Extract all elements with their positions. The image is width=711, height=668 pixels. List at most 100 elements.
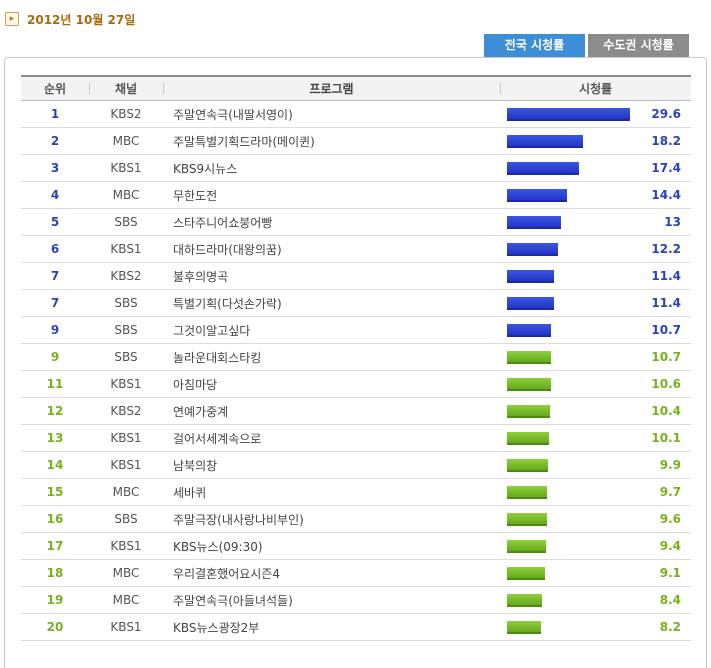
rating-cell: 9.6 bbox=[500, 505, 691, 533]
tab-capital-rating[interactable]: 수도권 시청률 bbox=[588, 34, 689, 57]
rating-bar bbox=[507, 513, 547, 526]
rating-bar-track bbox=[507, 324, 637, 337]
program-cell[interactable]: 연예가중계 bbox=[163, 397, 500, 425]
rating-bar bbox=[507, 324, 551, 337]
rating-cell: 29.6 bbox=[500, 100, 691, 128]
table-row: 17 KBS1 KBS뉴스(09:30) 9.4 bbox=[21, 532, 691, 560]
rating-bar bbox=[507, 189, 567, 202]
program-cell[interactable]: 그것이알고싶다 bbox=[163, 316, 500, 344]
table-row: 12 KBS2 연예가중계 10.4 bbox=[21, 397, 691, 425]
channel-cell: KBS2 bbox=[89, 397, 163, 425]
program-cell[interactable]: 특별기획(다섯손가락) bbox=[163, 289, 500, 317]
table-row: 6 KBS1 대하드라마(대왕의꿈) 12.2 bbox=[21, 235, 691, 263]
rating-bar bbox=[507, 378, 551, 391]
table-row: 2 MBC 주말특별기획드라마(메이퀸) 18.2 bbox=[21, 127, 691, 155]
table-row: 1 KBS2 주말연속극(내딸서영이) 29.6 bbox=[21, 100, 691, 128]
rating-cell: 13 bbox=[500, 208, 691, 236]
rating-bar bbox=[507, 162, 579, 175]
table-row: 15 MBC 세바퀴 9.7 bbox=[21, 478, 691, 506]
rank-cell: 14 bbox=[21, 451, 89, 479]
program-cell[interactable]: 주말극장(내사랑나비부인) bbox=[163, 505, 500, 533]
channel-cell: SBS bbox=[89, 208, 163, 236]
rank-cell: 16 bbox=[21, 505, 89, 533]
program-cell[interactable]: 아침마당 bbox=[163, 370, 500, 398]
channel-cell: SBS bbox=[89, 316, 163, 344]
rating-bar-track bbox=[507, 621, 637, 634]
channel-cell: MBC bbox=[89, 478, 163, 506]
rating-value: 10.6 bbox=[651, 377, 681, 391]
rating-value: 11.4 bbox=[651, 269, 681, 283]
program-cell[interactable]: 주말특별기획드라마(메이퀸) bbox=[163, 127, 500, 155]
rating-cell: 8.4 bbox=[500, 586, 691, 614]
rating-value: 12.2 bbox=[651, 242, 681, 256]
rank-cell: 11 bbox=[21, 370, 89, 398]
rank-cell: 7 bbox=[21, 262, 89, 290]
rating-cell: 10.1 bbox=[500, 424, 691, 452]
rank-cell: 7 bbox=[21, 289, 89, 317]
header-rank: 순위 bbox=[21, 75, 89, 101]
rank-cell: 15 bbox=[21, 478, 89, 506]
rating-bar-track bbox=[507, 351, 637, 364]
rating-value: 8.2 bbox=[659, 620, 681, 634]
rating-bar bbox=[507, 459, 548, 472]
program-cell[interactable]: 스타주니어쇼붕어빵 bbox=[163, 208, 500, 236]
program-cell[interactable]: 불후의명곡 bbox=[163, 262, 500, 290]
rating-value: 9.7 bbox=[659, 485, 681, 499]
rating-cell: 8.2 bbox=[500, 613, 691, 641]
rating-cell: 10.7 bbox=[500, 316, 691, 344]
rating-value: 18.2 bbox=[651, 134, 681, 148]
channel-cell: KBS1 bbox=[89, 235, 163, 263]
rating-bar-track bbox=[507, 162, 637, 175]
rating-cell: 9.4 bbox=[500, 532, 691, 560]
program-cell[interactable]: 주말연속극(내딸서영이) bbox=[163, 100, 500, 128]
rating-cell: 10.4 bbox=[500, 397, 691, 425]
rating-bar-track bbox=[507, 216, 637, 229]
channel-cell: MBC bbox=[89, 559, 163, 587]
rating-value: 10.1 bbox=[651, 431, 681, 445]
chevron-right-icon[interactable]: ▸ bbox=[5, 12, 19, 26]
rank-cell: 9 bbox=[21, 316, 89, 344]
table-row: 13 KBS1 걸어서세계속으로 10.1 bbox=[21, 424, 691, 452]
program-cell[interactable]: 남북의창 bbox=[163, 451, 500, 479]
program-cell[interactable]: 대하드라마(대왕의꿈) bbox=[163, 235, 500, 263]
rating-cell: 17.4 bbox=[500, 154, 691, 182]
program-cell[interactable]: 놀라운대회스타킹 bbox=[163, 343, 500, 371]
program-cell[interactable]: 우리결혼했어요시즌4 bbox=[163, 559, 500, 587]
rating-value: 8.4 bbox=[659, 593, 681, 607]
rating-bar-track bbox=[507, 405, 637, 418]
rating-value: 9.1 bbox=[659, 566, 681, 580]
tab-national-rating[interactable]: 전국 시청률 bbox=[484, 34, 585, 63]
rating-cell: 11.4 bbox=[500, 289, 691, 317]
channel-cell: SBS bbox=[89, 343, 163, 371]
header-channel: 채널 bbox=[89, 75, 163, 101]
rating-bar-track bbox=[507, 189, 637, 202]
ratings-panel: 순위 채널 프로그램 시청률 1 KBS2 주말연속극(내딸서영이) 29.6 2 MBC… bbox=[4, 57, 707, 668]
rating-bar-track bbox=[507, 459, 637, 472]
rating-bar-track bbox=[507, 486, 637, 499]
program-cell[interactable]: KBS뉴스광장2부 bbox=[163, 613, 500, 641]
channel-cell: MBC bbox=[89, 127, 163, 155]
program-cell[interactable]: KBS뉴스(09:30) bbox=[163, 532, 500, 560]
program-cell[interactable]: KBS9시뉴스 bbox=[163, 154, 500, 182]
rank-cell: 2 bbox=[21, 127, 89, 155]
rating-value: 29.6 bbox=[651, 107, 681, 121]
program-cell[interactable]: 무한도전 bbox=[163, 181, 500, 209]
channel-cell: KBS1 bbox=[89, 154, 163, 182]
program-cell[interactable]: 세바퀴 bbox=[163, 478, 500, 506]
program-cell[interactable]: 걸어서세계속으로 bbox=[163, 424, 500, 452]
rating-bar bbox=[507, 405, 550, 418]
channel-cell: KBS1 bbox=[89, 532, 163, 560]
rating-cell: 9.1 bbox=[500, 559, 691, 587]
ratings-table: 순위 채널 프로그램 시청률 1 KBS2 주말연속극(내딸서영이) 29.6 2 MBC… bbox=[21, 75, 691, 641]
rating-bar bbox=[507, 108, 630, 121]
rating-bar bbox=[507, 567, 545, 580]
table-row: 16 SBS 주말극장(내사랑나비부인) 9.6 bbox=[21, 505, 691, 533]
channel-cell: SBS bbox=[89, 505, 163, 533]
table-row: 9 SBS 놀라운대회스타킹 10.7 bbox=[21, 343, 691, 371]
rating-bar-track bbox=[507, 594, 637, 607]
header-rating: 시청률 bbox=[500, 75, 691, 101]
rating-bar-track bbox=[507, 378, 637, 391]
program-cell[interactable]: 주말연속극(아들녀석들) bbox=[163, 586, 500, 614]
rating-bar bbox=[507, 351, 551, 364]
date-bar: ▸ 2012년 10월 27일 bbox=[5, 8, 135, 30]
